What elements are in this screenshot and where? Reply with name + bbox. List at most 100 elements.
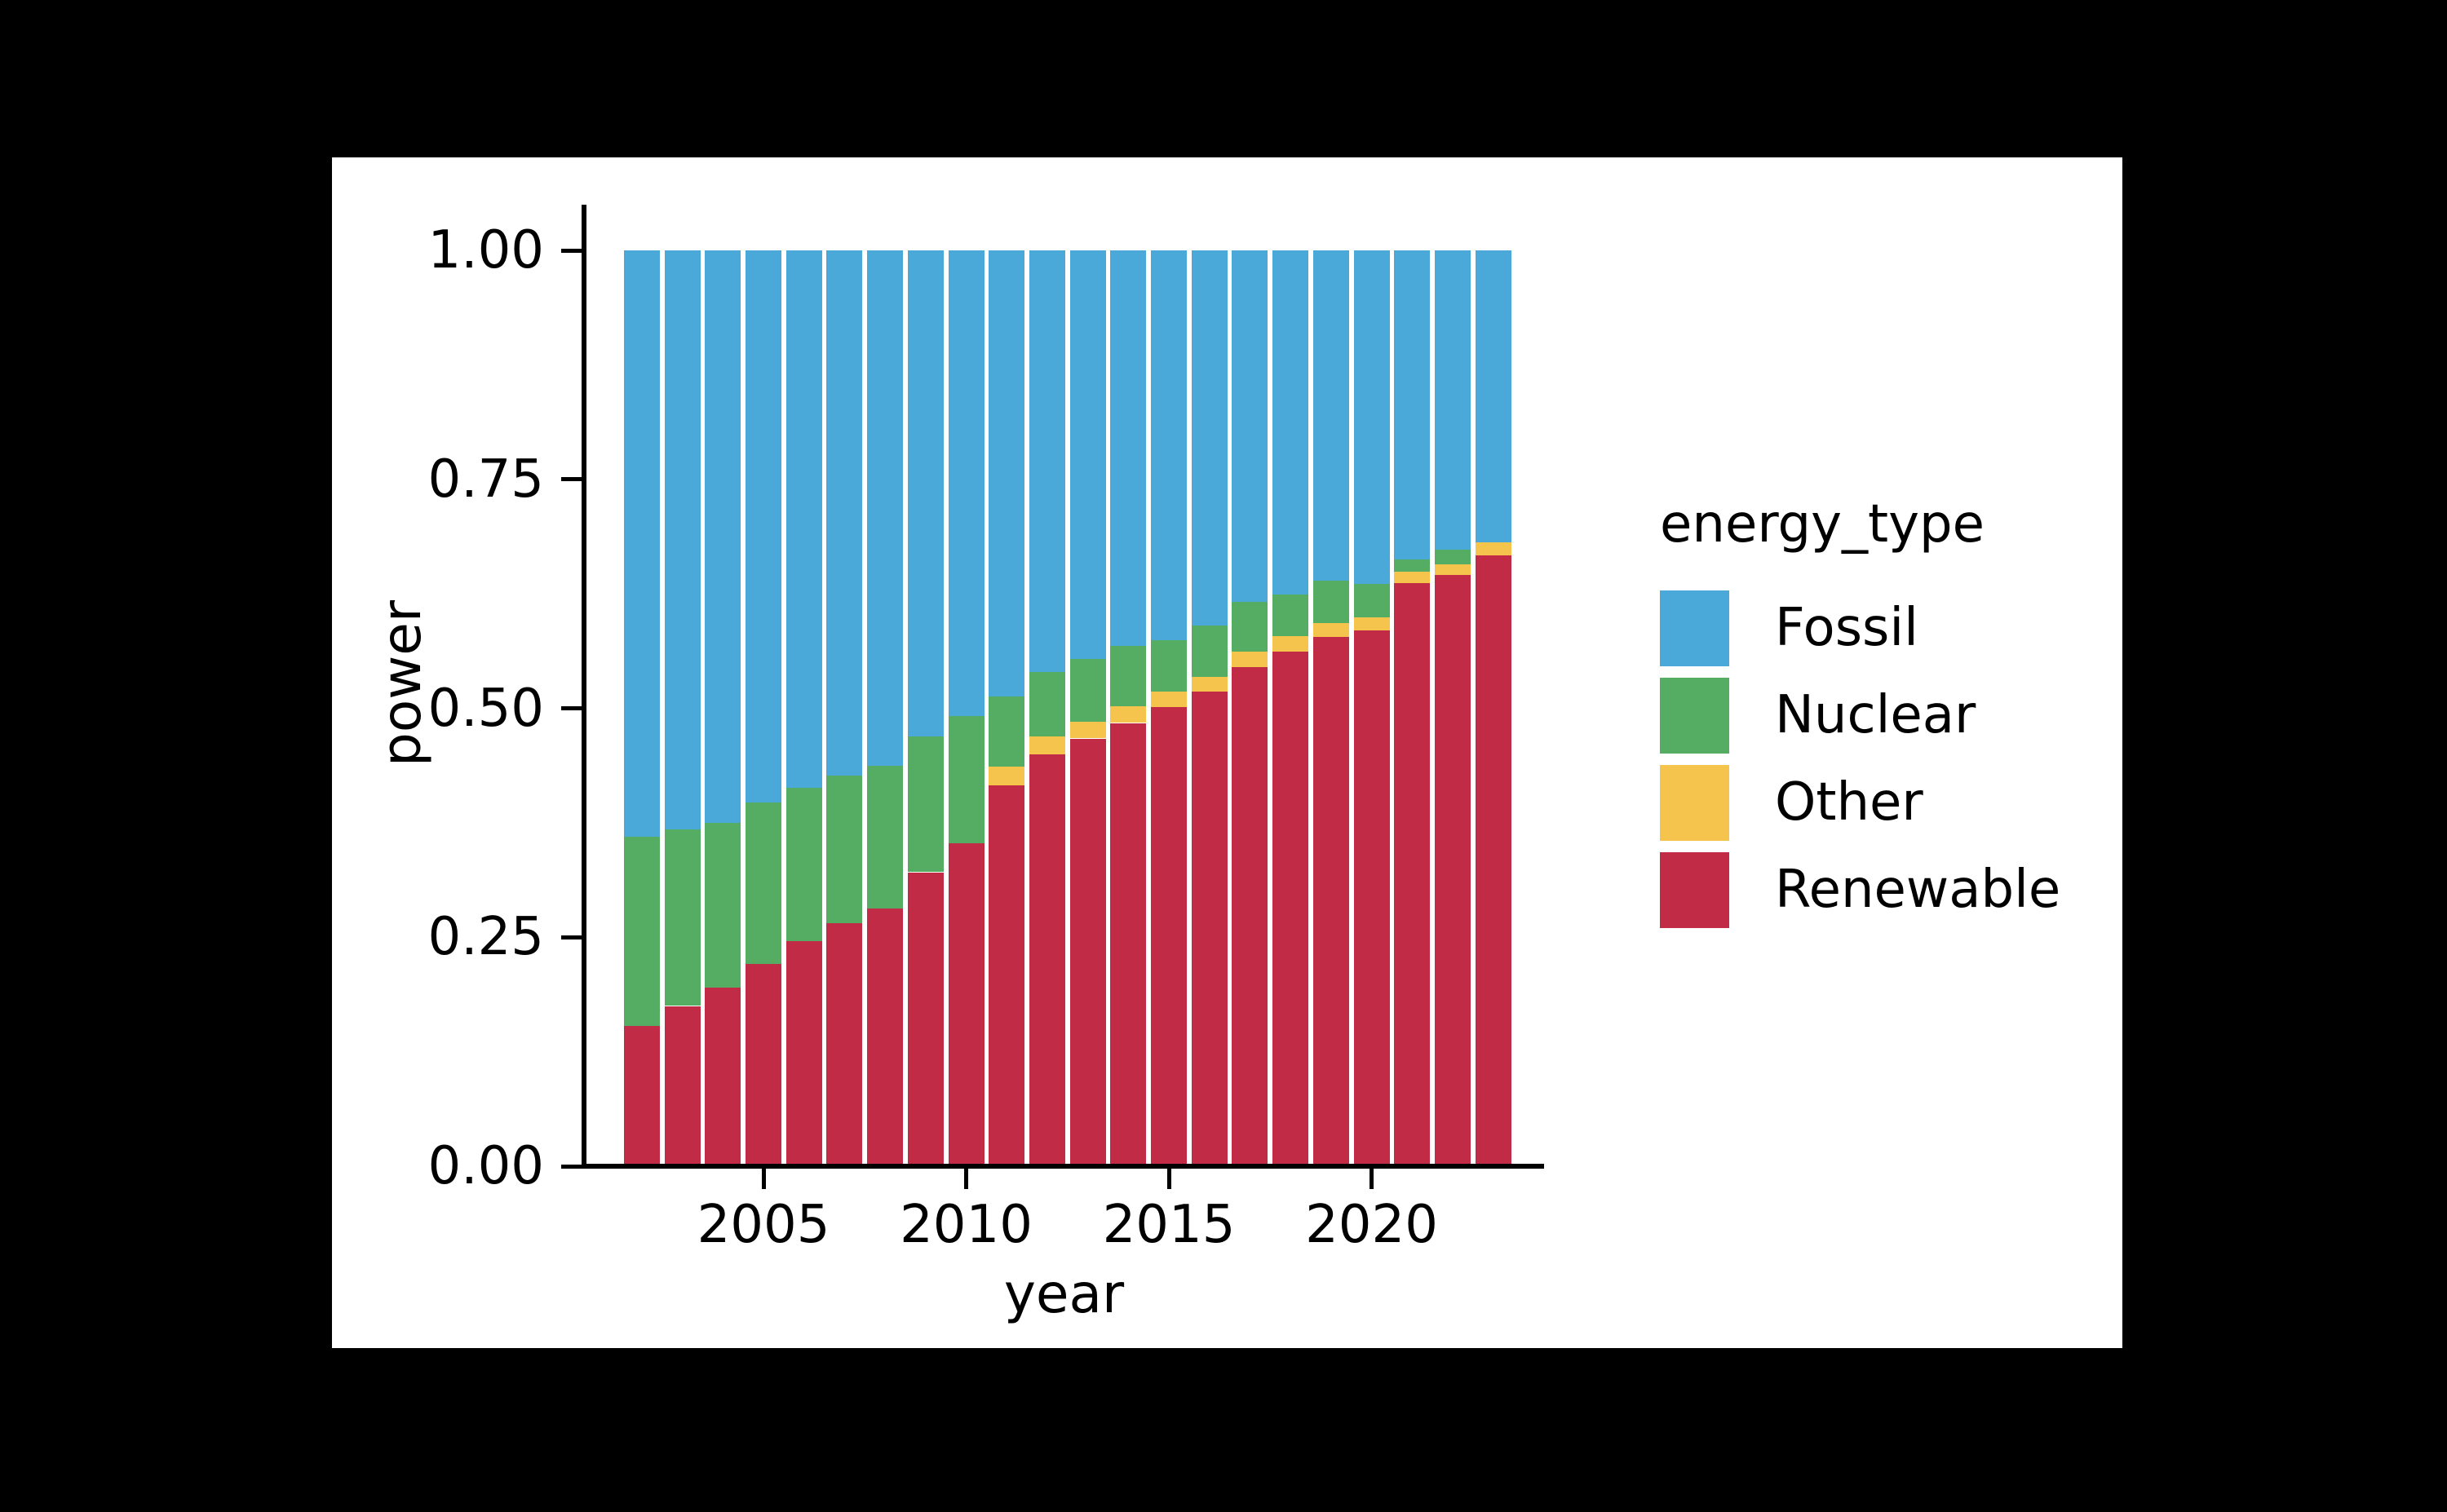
x-axis-title: year [1003, 1262, 1125, 1325]
bar-2014-fossil [1110, 250, 1147, 647]
bar-2014-other [1110, 706, 1147, 723]
legend-label-nuclear: Nuclear [1775, 685, 1976, 745]
bar-2014-renewable [1110, 723, 1147, 1166]
bar-2017-other [1232, 651, 1268, 667]
legend-swatch-renewable [1660, 852, 1729, 928]
legend-label-fossil: Fossil [1775, 598, 1918, 658]
bar-2002-fossil [623, 250, 660, 837]
y-tick-0.25 [561, 935, 582, 939]
bar-2010-nuclear [948, 715, 985, 843]
bar-2016-fossil [1191, 250, 1228, 626]
bar-2021-nuclear [1394, 559, 1431, 573]
y-tick-label-1.00: 1.00 [427, 220, 545, 281]
bar-2023-other [1475, 542, 1511, 555]
x-tick-2010 [964, 1169, 968, 1189]
bar-2006-nuclear [785, 788, 822, 941]
legend-label-other: Other [1775, 772, 1923, 833]
x-axis-line [582, 1164, 1544, 1169]
bar-2013-renewable [1069, 738, 1106, 1166]
legend-entries: Fossil Nuclear Other Renewable [1660, 590, 2060, 939]
bar-2020-nuclear [1353, 583, 1390, 618]
bar-2013-other [1069, 722, 1106, 739]
legend-entry-renewable: Renewable [1660, 852, 2060, 928]
bar-2021-renewable [1394, 582, 1431, 1166]
bar-2023-fossil [1475, 250, 1511, 543]
legend-swatch-other [1660, 765, 1729, 841]
bar-2009-fossil [907, 250, 944, 737]
legend-title: energy_type [1660, 494, 1985, 555]
bar-2005-fossil [746, 250, 781, 803]
bar-2018-nuclear [1272, 595, 1309, 636]
bar-2005-renewable [746, 963, 781, 1166]
bar-2009-nuclear [907, 736, 944, 873]
bar-2011-nuclear [989, 696, 1025, 767]
y-tick-1.00 [561, 248, 582, 253]
y-tick-0.00 [561, 1164, 582, 1169]
x-tick-label-2020: 2020 [1305, 1195, 1438, 1255]
bar-2022-nuclear [1434, 550, 1471, 565]
bar-2007-nuclear [826, 775, 863, 924]
bar-2005-nuclear [746, 802, 781, 964]
bar-2022-renewable [1434, 574, 1471, 1166]
bar-2004-renewable [705, 988, 741, 1166]
bar-2019-other [1312, 623, 1349, 637]
bar-2010-fossil [948, 250, 985, 716]
legend-entry-fossil: Fossil [1660, 590, 2060, 666]
bar-2013-fossil [1069, 250, 1106, 659]
bar-2008-nuclear [867, 766, 904, 909]
bar-2003-nuclear [664, 829, 701, 1006]
bar-2016-renewable [1191, 692, 1228, 1166]
bar-2011-fossil [989, 250, 1025, 696]
bar-2018-fossil [1272, 250, 1309, 595]
bar-2016-other [1191, 677, 1228, 692]
bar-2019-nuclear [1312, 581, 1349, 624]
legend-entry-nuclear: Nuclear [1660, 678, 2060, 754]
legend-label-renewable: Renewable [1775, 860, 2061, 920]
bar-2002-nuclear [623, 836, 660, 1027]
x-tick-label-2005: 2005 [697, 1195, 830, 1255]
bar-2022-fossil [1434, 250, 1471, 550]
bar-2008-renewable [867, 909, 904, 1166]
bar-2014-nuclear [1110, 646, 1147, 707]
bar-2018-other [1272, 635, 1309, 652]
bar-2007-renewable [826, 923, 863, 1166]
bar-2012-renewable [1029, 754, 1065, 1166]
y-tick-0.75 [561, 477, 582, 482]
bar-2018-renewable [1272, 651, 1309, 1166]
bar-2021-other [1394, 572, 1431, 583]
bar-2004-nuclear [705, 822, 741, 988]
bar-2012-other [1029, 736, 1065, 754]
bar-2002-renewable [623, 1026, 660, 1166]
bar-2017-fossil [1232, 250, 1268, 603]
legend: energy_type Fossil Nuclear Other Renewable [1660, 494, 2117, 928]
x-tick-2015 [1166, 1169, 1171, 1189]
y-tick-0.50 [561, 706, 582, 710]
bar-2013-nuclear [1069, 658, 1106, 723]
bar-2020-fossil [1353, 250, 1390, 584]
bar-2012-nuclear [1029, 671, 1065, 737]
bar-2015-fossil [1151, 250, 1187, 641]
bar-2015-renewable [1151, 707, 1187, 1166]
y-tick-label-0.75: 0.75 [427, 449, 545, 510]
bar-2015-other [1151, 692, 1187, 708]
legend-swatch-fossil [1660, 590, 1729, 666]
bar-2006-fossil [785, 250, 822, 789]
x-tick-2020 [1370, 1169, 1374, 1189]
x-tick-2005 [761, 1169, 766, 1189]
legend-swatch-nuclear [1660, 678, 1729, 754]
bar-2019-fossil [1312, 250, 1349, 581]
bar-2020-other [1353, 617, 1390, 630]
bar-2015-nuclear [1151, 640, 1187, 692]
bar-2007-fossil [826, 250, 863, 776]
bar-2008-fossil [867, 250, 904, 767]
bar-2003-fossil [664, 250, 701, 829]
y-tick-label-0.00: 0.00 [427, 1136, 545, 1196]
bar-2021-fossil [1394, 250, 1431, 559]
y-axis-title: power [370, 600, 433, 767]
y-tick-label-0.25: 0.25 [427, 907, 545, 968]
legend-entry-other: Other [1660, 765, 2060, 841]
bar-2011-other [989, 767, 1025, 785]
